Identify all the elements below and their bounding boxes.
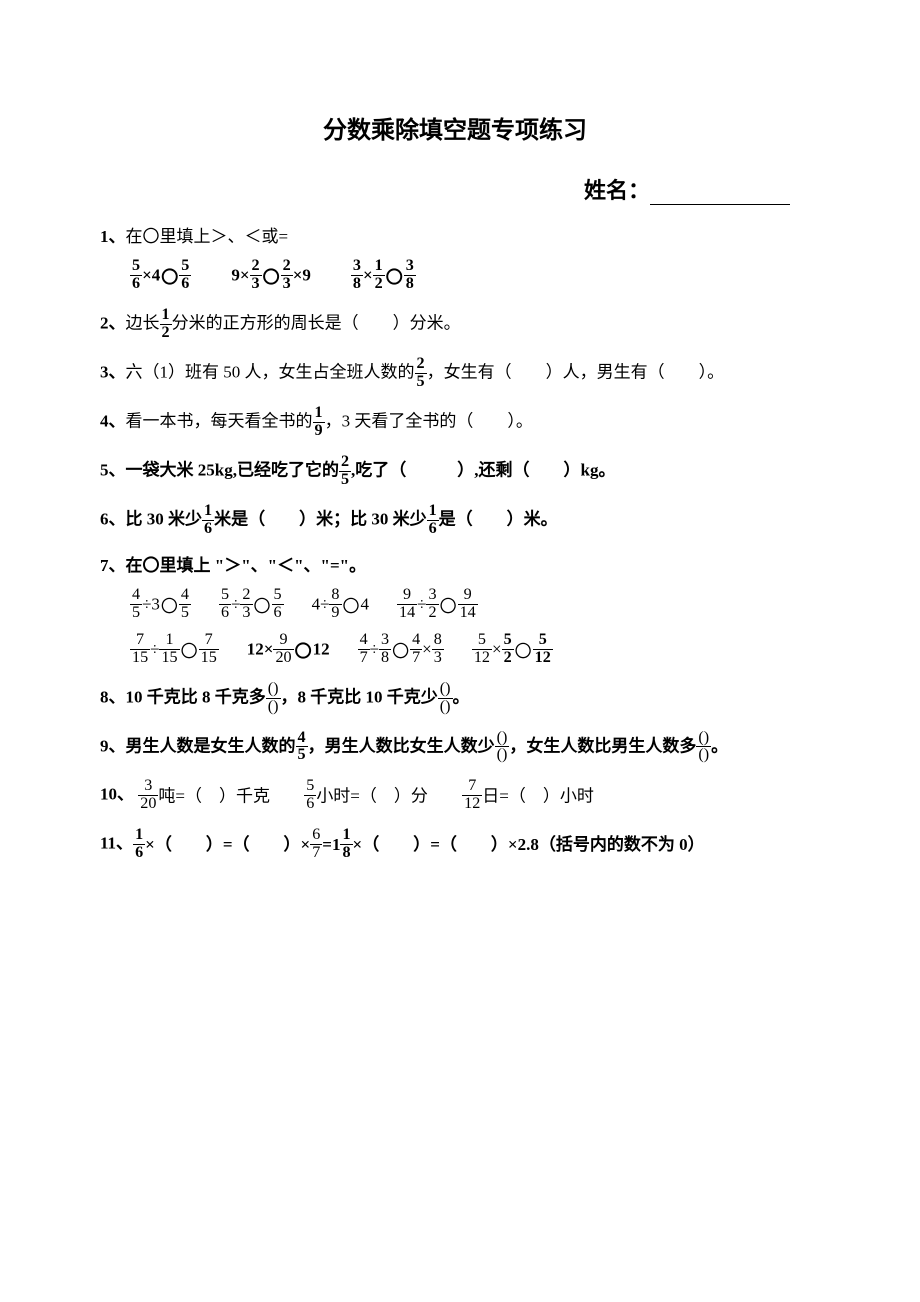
q5-pre: 一袋大米 25kg,已经吃了它的 [126, 460, 339, 479]
q1-row: 56×4〇56 9×23〇23×9 38×12〇38 [130, 258, 810, 293]
q6: 6、比 30 米少16米是（ ）米；比 30 米少16是（ ）米。 [100, 503, 810, 538]
q8-post: 。 [453, 687, 470, 706]
q10-a: 320吨=（ ）千克 [138, 785, 274, 804]
q2-pre: 边长 [126, 313, 160, 332]
q4-pre: 看一本书，每天看全书的 [126, 411, 313, 430]
q1-prompt: 在〇里填上＞、＜或= [126, 227, 289, 246]
q11-c-post: ×（ ）=（ ）×2.8（括号内的数不为 0） [353, 835, 705, 854]
q7-r1c: 4÷89〇4 [312, 587, 369, 622]
q9-post: 。 [711, 736, 728, 755]
q3-num: 3、 [100, 362, 126, 381]
q8: 8、10 千克比 8 千克多()()，8 千克比 10 千克少()()。 [100, 681, 810, 716]
q10-num: 10、 [100, 785, 134, 804]
q7-r2a: 715÷115〇715 [130, 632, 219, 667]
q7-r2d: 512×52〇512 [472, 632, 553, 667]
q4-post: ，3 天看了全书的（ ）。 [325, 411, 533, 430]
name-blank[interactable] [650, 178, 790, 205]
q11: 11、16×（ ）=（ ）×67=118×（ ）=（ ）×2.8（括号内的数不为… [100, 827, 810, 862]
page-title: 分数乘除填空题专项练习 [100, 110, 810, 145]
q9: 9、男生人数是女生人数的45，男生人数比女生人数少()()，女生人数比男生人数多… [100, 730, 810, 765]
q7-num: 7、 [100, 556, 126, 575]
name-label: 姓名： [584, 178, 650, 203]
q1-a: 56×4〇56 [130, 258, 191, 293]
q6-pre: 比 30 米少 [126, 509, 203, 528]
q7-r2c: 47÷38〇47×83 [358, 632, 444, 667]
q7-r1b: 56÷23〇56 [219, 587, 284, 622]
q7-row1: 45÷3〇45 56÷23〇56 4÷89〇4 914÷32〇914 [130, 587, 810, 622]
q5-num: 5、 [100, 460, 126, 479]
q9-mid1: ，男生人数比女生人数少 [308, 736, 495, 755]
q6-num: 6、 [100, 509, 126, 528]
q8-num: 8、 [100, 687, 126, 706]
q9-mid2: ，女生人数比男生人数多 [509, 736, 696, 755]
q1-c: 38×12〇38 [351, 258, 416, 293]
q5-post: ,吃了（ ）,还剩（ ）kg。 [351, 460, 615, 479]
q2-post: 分米的正方形的周长是（ ）分米。 [172, 313, 461, 332]
q9-num: 9、 [100, 736, 126, 755]
q10-b: 56小时=（ ）分 [304, 785, 432, 804]
q4: 4、看一本书，每天看全书的19，3 天看了全书的（ ）。 [100, 405, 810, 440]
q2-num: 2、 [100, 313, 126, 332]
q4-num: 4、 [100, 411, 126, 430]
q7-r2b: 12×920〇12 [247, 632, 330, 667]
q3-post: ，女生有（ ）人，男生有（ ）。 [427, 362, 725, 381]
q11-a-post: ×（ ）=（ ）× [145, 835, 310, 854]
q7-r1d: 914÷32〇914 [397, 587, 478, 622]
q10: 10、 320吨=（ ）千克 56小时=（ ）分 712日=（ ）小时 [100, 778, 810, 813]
q7-r1a: 45÷3〇45 [130, 587, 191, 622]
q3: 3、六（1）班有 50 人，女生占全班人数的25，女生有（ ）人，男生有（ ）。 [100, 356, 810, 391]
name-row: 姓名： [100, 173, 810, 205]
q8-mid: ，8 千克比 10 千克少 [281, 687, 438, 706]
q10-c: 712日=（ ）小时 [462, 785, 594, 804]
q1: 1、在〇里填上＞、＜或= [100, 223, 810, 250]
q1-num: 1、 [100, 227, 126, 246]
q11-b-post: =1 [322, 835, 340, 854]
q9-pre: 男生人数是女生人数的 [126, 736, 296, 755]
q2: 2、边长12分米的正方形的周长是（ ）分米。 [100, 307, 810, 342]
q7-row2: 715÷115〇715 12×920〇12 47÷38〇47×83 512×52… [130, 632, 810, 667]
q1-b: 9×23〇23×9 [231, 258, 311, 293]
q6-post: 是（ ）米。 [439, 509, 558, 528]
q7: 7、在〇里填上 "＞"、"＜"、"="。 [100, 552, 810, 579]
q6-mid: 米是（ ）米；比 30 米少 [214, 509, 427, 528]
q7-prompt: 在〇里填上 "＞"、"＜"、"="。 [126, 556, 367, 575]
q8-pre: 10 千克比 8 千克多 [126, 687, 266, 706]
q5: 5、一袋大米 25kg,已经吃了它的25,吃了（ ）,还剩（ ）kg。 [100, 454, 810, 489]
q3-pre: 六（1）班有 50 人，女生占全班人数的 [126, 362, 415, 381]
q11-num: 11、 [100, 834, 133, 853]
